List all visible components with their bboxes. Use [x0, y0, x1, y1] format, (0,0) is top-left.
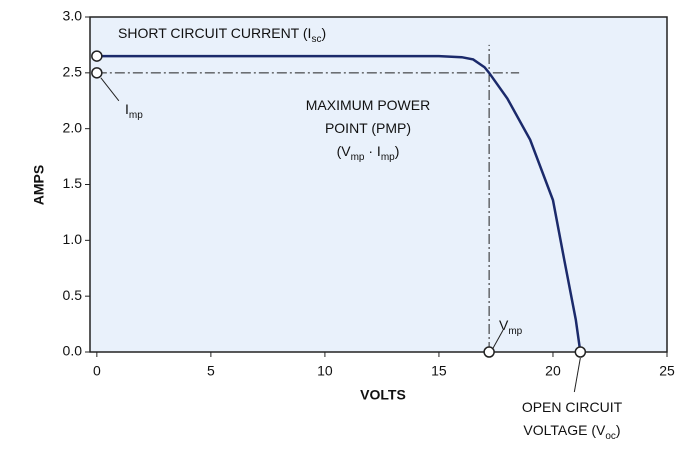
leader-line [573, 357, 581, 393]
x-tick-label: 15 [431, 363, 447, 379]
annotation-text: ) [321, 25, 326, 41]
point-marker [483, 346, 495, 358]
y-axis-label: AMPS [31, 165, 47, 205]
iv-curve [96, 54, 582, 353]
annotation-text: VOLTAGE (V [523, 422, 606, 438]
leader-line [100, 77, 120, 102]
plot-area [89, 16, 668, 353]
y-tick-label: 1.0 [63, 231, 83, 247]
point-marker [574, 346, 587, 358]
y-tick-label: 1.5 [63, 175, 83, 191]
annotation-text: ) [395, 143, 400, 159]
annotation: SHORT CIRCUIT CURRENT (Isc) [118, 25, 326, 45]
y-tick-label: 0.5 [63, 287, 83, 303]
annotation: POINT (PMP) [325, 120, 411, 136]
leader-line [492, 329, 504, 349]
y-tick-label: 0.0 [63, 343, 83, 359]
annotation-text: (V [337, 143, 352, 159]
x-tick-label: 10 [317, 363, 333, 379]
annotation: OPEN CIRCUIT [522, 399, 623, 415]
subscript: oc [605, 431, 616, 442]
x-tick-label: 0 [93, 363, 101, 379]
point-marker [91, 50, 103, 62]
annotation: VOLTAGE (Voc) [523, 422, 620, 442]
annotation-text: MAXIMUM POWER [306, 97, 430, 113]
y-tick-label: 2.5 [63, 64, 83, 80]
subscript: mp [129, 110, 143, 121]
subscript: mp [508, 326, 522, 337]
subscript: sc [311, 34, 321, 45]
annotation-text: I [125, 101, 129, 117]
point-marker [91, 67, 103, 79]
annotation-text: SHORT CIRCUIT CURRENT (I [118, 25, 311, 41]
x-axis-label: VOLTS [360, 387, 406, 403]
annotation-text: · I [364, 143, 380, 159]
annotation-text: V [499, 317, 509, 333]
annotation-text: POINT (PMP) [325, 120, 411, 136]
subscript: mp [351, 152, 365, 163]
x-tick-label: 5 [207, 363, 215, 379]
y-tick-label: 3.0 [63, 8, 83, 24]
x-tick-label: 25 [659, 363, 675, 379]
y-tick-label: 2.0 [63, 119, 83, 135]
subscript: mp [381, 152, 395, 163]
annotation-text: OPEN CIRCUIT [522, 399, 623, 415]
annotation: Vmp [499, 317, 523, 337]
annotation-text: ) [616, 422, 621, 438]
annotation: (Vmp · Imp) [337, 143, 400, 163]
x-tick-label: 20 [545, 363, 561, 379]
annotation: Imp [125, 101, 143, 121]
annotation: MAXIMUM POWER [306, 97, 430, 113]
